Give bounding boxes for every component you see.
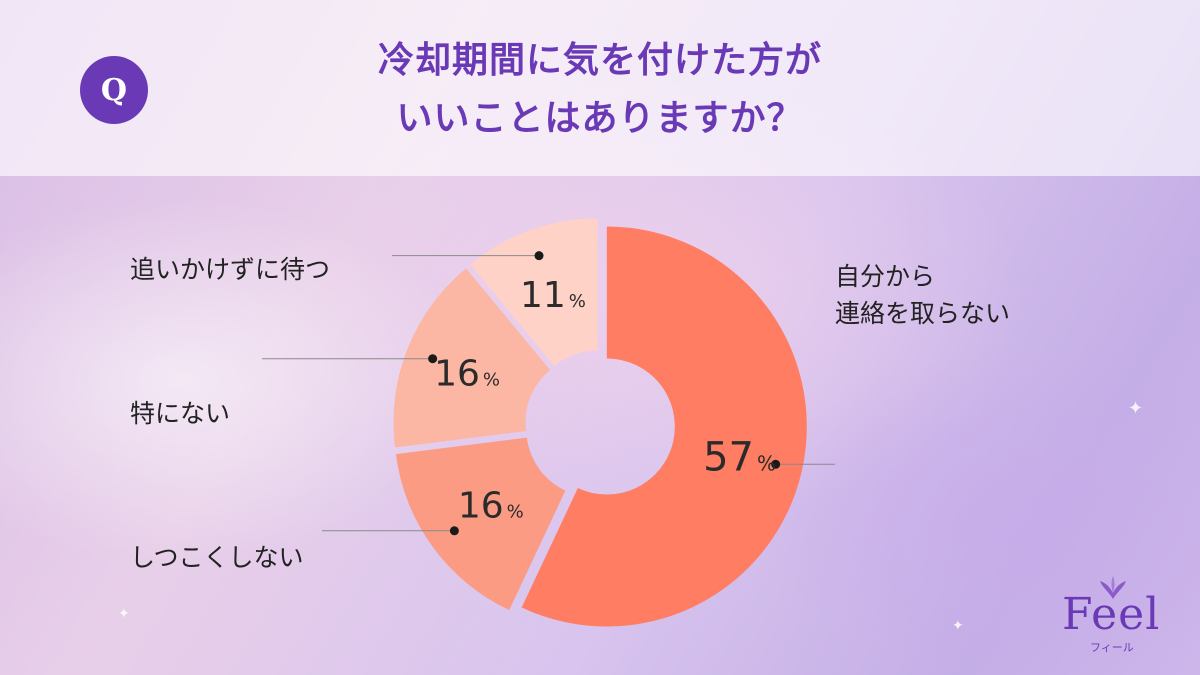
page-title: 冷却期間に気を付けた方が いいことはありますか？ xyxy=(150,32,1050,148)
question-badge: Q xyxy=(80,56,148,124)
sparkle-icon: ✦ xyxy=(1128,398,1144,419)
label-jibun: 自分から 連絡を取らない xyxy=(835,258,1010,332)
label-tokuni: 特にない xyxy=(130,399,231,428)
leader-dot-3 xyxy=(428,354,438,364)
donut-slice-3 xyxy=(393,268,551,448)
flower-icon xyxy=(1100,576,1126,599)
logo-kana: フィール xyxy=(1090,641,1134,654)
leader-dot-2 xyxy=(449,526,459,536)
donut-slice-1 xyxy=(521,226,807,627)
title-line-2: いいことはありますか？ xyxy=(396,98,804,139)
label-jibun-line-1: 自分から xyxy=(835,262,936,291)
title-line-1: 冷却期間に気を付けた方が xyxy=(377,40,822,81)
logo-name: Feel xyxy=(1062,589,1161,640)
pct-label-4: 11% xyxy=(520,275,586,316)
donut-slice-2 xyxy=(395,437,566,611)
pct-label-2: 16% xyxy=(458,485,524,526)
sparkle-icon: ✦ xyxy=(118,606,130,622)
pct-label-1: 57% xyxy=(703,435,776,481)
label-shitsukoku: しつこくしない xyxy=(130,543,304,572)
feel-logo: Feel フィール xyxy=(1058,575,1168,655)
pct-label-3: 16% xyxy=(434,353,500,394)
label-oikakezu: 追いかけずに待つ xyxy=(130,255,331,284)
leader-dot-4 xyxy=(534,251,544,261)
label-jibun-line-2: 連絡を取らない xyxy=(835,299,1011,328)
header-band xyxy=(0,0,1200,176)
sparkle-icon: ✦ xyxy=(952,618,964,634)
leader-dot-1 xyxy=(771,459,781,469)
